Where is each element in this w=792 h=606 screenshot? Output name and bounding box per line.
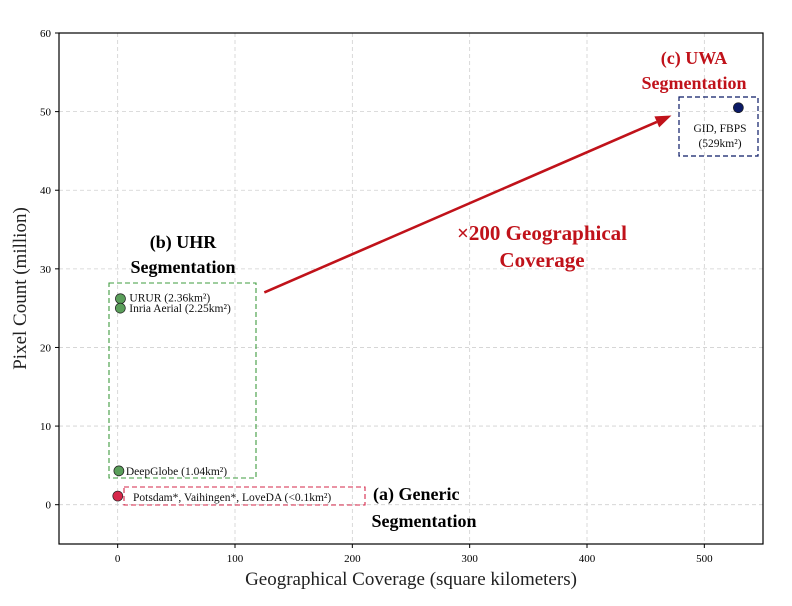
point-label-potsdam: Potsdam*, Vaihingen*, LoveDA (<0.1km²) [133,492,331,504]
axes: 0 100 200 300 400 500 0 10 20 30 40 50 60 Geographica… [10,28,764,590]
y-tick-label: 30 [40,264,52,276]
point-label-gid-fbps: GID, FBPS [693,123,746,135]
uwa-title-line1: (c) UWA [661,48,727,69]
y-tick-label: 10 [40,421,52,433]
point-labels: URUR (2.36km²)Inria Aerial (2.25km²) Deep… [126,123,747,504]
generic-group-box [123,486,366,506]
uwa-group-box [678,96,759,157]
data-point [114,302,126,314]
point-label-deepglobe: DeepGlobe (1.04km²) [126,466,227,478]
data-points [112,102,744,502]
y-tick-label: 40 [40,185,52,197]
x-axis-title: Geographical Coverage (square kilometers… [245,569,577,590]
data-point [115,293,126,305]
x-tick-label: 400 [579,553,596,565]
point-label-inria: Inria Aerial (2.25km²) [129,303,231,315]
x-tick-label: 200 [344,553,361,565]
uhr-title-line2: Segmentation [131,257,236,277]
generic-title-line2: Segmentation [372,511,477,531]
point-label-urur: URUR (2.36km²) [129,293,210,305]
x-tick-label: 100 [227,553,244,565]
y-tick-label: 20 [40,342,52,354]
plot-frame [58,32,764,545]
arrow-shaft [263,120,658,294]
data-point [733,102,744,114]
y-tick-label: 0 [46,500,52,512]
coverage-arrow [263,115,672,294]
uhr-title-line1: (b) UHR [150,232,217,253]
y-tick-label: 50 [40,107,52,119]
y-axis-title: Pixel Count (million) [10,207,31,370]
x-tick-label: 500 [696,553,713,565]
data-point [112,490,124,502]
generic-title-line1: (a) Generic [373,484,459,505]
uhr-group-box [108,282,257,479]
annotations: (b) UHR Segmentation (a) Generic Segmentati… [131,48,747,531]
data-point [113,465,125,477]
arrow-text-line1: ×200 Geographical [457,221,627,245]
y-tick-label: 60 [40,28,52,40]
arrow-head [654,115,672,128]
uwa-title-line2: Segmentation [642,73,747,93]
point-label-uwa-area: (529km²) [698,138,741,150]
x-tick-label: 300 [461,553,478,565]
arrow-text-line2: Coverage [499,248,584,272]
group-boxes [108,96,759,506]
x-tick-label: 0 [115,553,121,565]
